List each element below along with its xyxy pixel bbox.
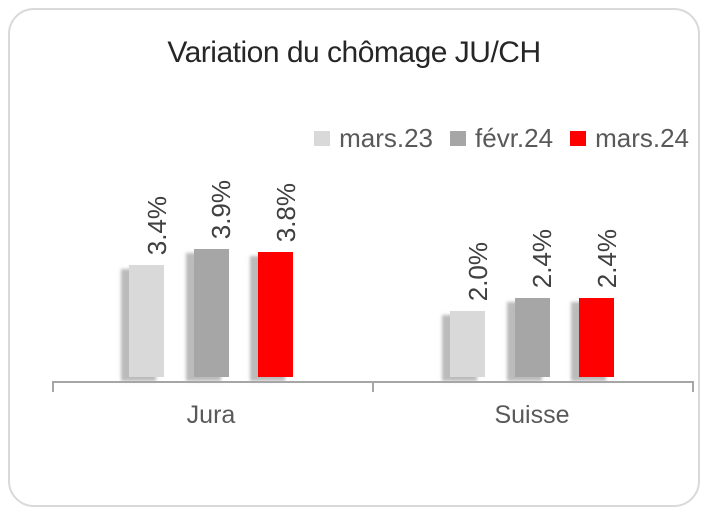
bar-jura-mars.24: [258, 252, 293, 377]
legend-item-mars23: mars.23: [314, 123, 433, 154]
bar-jura-févr.24: [194, 249, 229, 377]
legend-swatch-fevr24: [450, 131, 467, 146]
bar-jura-mars.23: [129, 265, 164, 377]
data-label-jura-mars.23: 3.4%: [142, 195, 172, 255]
legend: mars.23 févr.24 mars.24: [314, 123, 689, 154]
axis-tick-left: [52, 381, 54, 392]
legend-label-mars23: mars.23: [339, 123, 434, 153]
axis-tick-middle: [372, 381, 374, 392]
data-label-suisse-févr.24: 2.4%: [527, 228, 557, 288]
category-label-jura: Jura: [186, 401, 236, 429]
bar-suisse-mars.23: [450, 311, 485, 377]
category-label-suisse: Suisse: [494, 401, 570, 429]
chart-title: Variation du chômage JU/CH: [167, 36, 541, 69]
legend-swatch-mars24: [570, 131, 587, 146]
bar-suisse-févr.24: [515, 298, 550, 377]
axis-tick-right: [692, 381, 694, 392]
plot-area: 3.4% 3.9% 3.8% 2.0% 2.4% 2.4% Jura Suisse: [10, 10, 698, 505]
data-label-suisse-mars.24: 2.4%: [592, 228, 622, 288]
chart-card: Variation du chômage JU/CH mars.23 févr.…: [8, 8, 700, 507]
legend-swatch-mars23: [314, 131, 331, 146]
legend-item-fevr24: févr.24: [450, 123, 553, 154]
legend-label-mars24: mars.24: [595, 123, 689, 153]
data-label-jura-mars.24: 3.8%: [271, 182, 301, 242]
data-label-jura-févr.24: 3.9%: [206, 179, 236, 239]
bar-suisse-mars.24: [579, 298, 614, 377]
legend-item-mars24: mars.24: [570, 123, 689, 154]
data-label-suisse-mars.23: 2.0%: [463, 241, 493, 301]
legend-label-fevr24: févr.24: [475, 123, 554, 153]
